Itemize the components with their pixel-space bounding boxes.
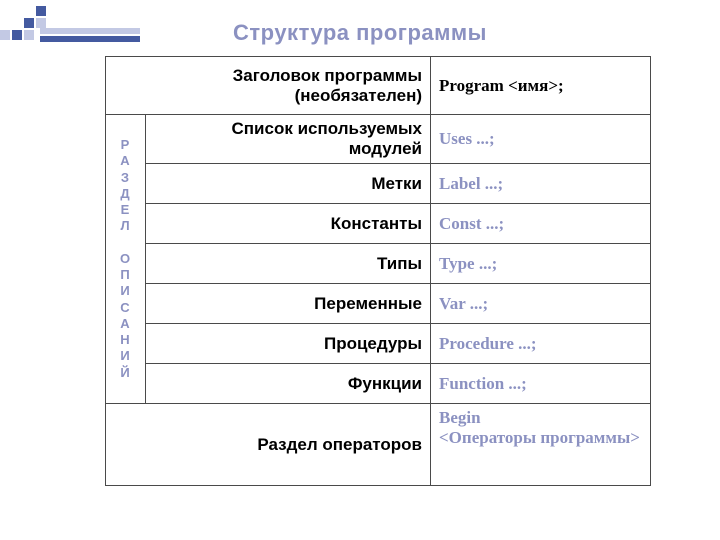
cell-item-right: Var ...;	[431, 284, 651, 324]
table-row: Метки Label ...;	[106, 164, 651, 204]
cell-item-left: Константы	[146, 204, 431, 244]
item-left: Функции	[348, 374, 422, 393]
item-right: Label ...;	[439, 174, 503, 193]
page-title: Структура программы	[0, 20, 720, 46]
item-left: Переменные	[314, 294, 422, 313]
table-row: Константы Const ...;	[106, 204, 651, 244]
table-row: Типы Type ...;	[106, 244, 651, 284]
header-right: Program <имя>;	[439, 76, 564, 95]
footer-right: Begin <Операторы программы>	[439, 408, 640, 447]
header-left: Заголовок программы (необязателен)	[233, 66, 422, 105]
cell-item-left: Типы	[146, 244, 431, 284]
cell-item-right: Label ...;	[431, 164, 651, 204]
item-left: Метки	[371, 174, 422, 193]
decor-square	[36, 6, 46, 16]
cell-item-left: Метки	[146, 164, 431, 204]
item-right: Var ...;	[439, 294, 488, 313]
cell-item-left: Функции	[146, 364, 431, 404]
item-left: Константы	[331, 214, 422, 233]
structure-table: Заголовок программы (необязателен) Progra…	[105, 56, 651, 486]
table-row-footer: Раздел операторов Begin <Операторы програ…	[106, 404, 651, 486]
item-left: Процедуры	[324, 334, 422, 353]
cell-item-left: Процедуры	[146, 324, 431, 364]
cell-item-right: Type ...;	[431, 244, 651, 284]
table-row: РАЗДЕЛ ОПИСАНИЙСписок используемых модул…	[106, 115, 651, 164]
cell-item-right: Function ...;	[431, 364, 651, 404]
table-row: Переменные Var ...;	[106, 284, 651, 324]
cell-item-right: Const ...;	[431, 204, 651, 244]
item-right: Const ...;	[439, 214, 504, 233]
cell-item-left: Список используемых модулей	[146, 115, 431, 164]
item-left: Типы	[377, 254, 422, 273]
table-row: Процедуры Procedure ...;	[106, 324, 651, 364]
item-left: Список используемых модулей	[232, 119, 423, 158]
side-label: РАЗДЕЛ ОПИСАНИЙ	[114, 137, 137, 381]
table-row-header: Заголовок программы (необязателен) Progra…	[106, 57, 651, 115]
cell-footer-left: Раздел операторов	[106, 404, 431, 486]
cell-header-right: Program <имя>;	[431, 57, 651, 115]
item-right: Procedure ...;	[439, 334, 537, 353]
cell-header-left: Заголовок программы (необязателен)	[106, 57, 431, 115]
item-right: Type ...;	[439, 254, 497, 273]
cell-item-right: Uses ...;	[431, 115, 651, 164]
footer-left: Раздел операторов	[257, 435, 422, 454]
cell-footer-right: Begin <Операторы программы>	[431, 404, 651, 486]
item-right: Uses ...;	[439, 129, 495, 148]
cell-item-left: Переменные	[146, 284, 431, 324]
cell-side-label: РАЗДЕЛ ОПИСАНИЙ	[106, 115, 146, 404]
cell-item-right: Procedure ...;	[431, 324, 651, 364]
item-right: Function ...;	[439, 374, 527, 393]
table-row: Функции Function ...;	[106, 364, 651, 404]
